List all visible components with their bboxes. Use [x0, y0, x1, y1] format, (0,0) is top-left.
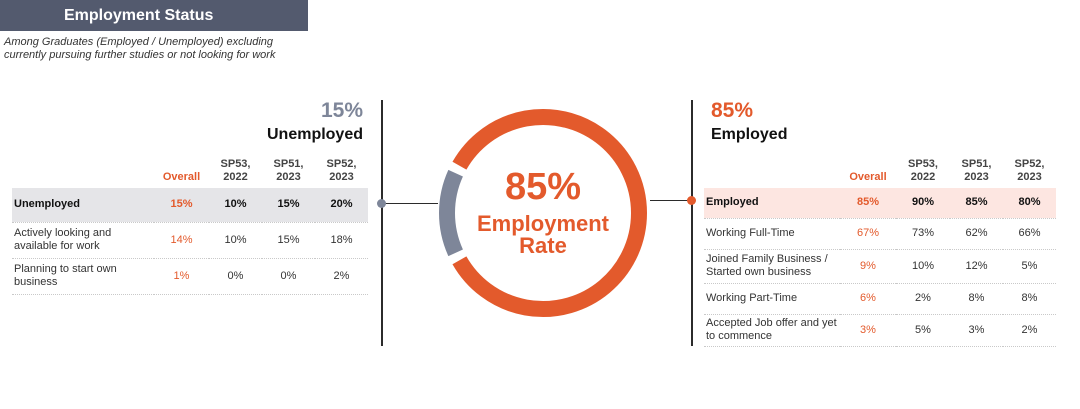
- employed-percentage: 85%: [711, 99, 754, 122]
- cell-sp52-2023: 2%: [315, 258, 368, 295]
- cell-overall: 9%: [840, 249, 896, 284]
- cell-overall: 85%: [840, 188, 896, 219]
- unemployed-table: Overall SP53, 2022 SP51, 2023 SP52, 2023…: [12, 157, 368, 295]
- unemployed-percentage: 15%: [320, 99, 363, 122]
- table-row: Unemployed 15% 10% 15% 20%: [12, 188, 368, 223]
- left-connector-dot: [377, 199, 386, 208]
- cell-sp51-2023: 0%: [262, 258, 315, 295]
- cell-sp53-2022: 0%: [209, 258, 262, 295]
- donut-center-label-line-2: Rate: [519, 233, 567, 258]
- row-label: Joined Family Business / Started own bus…: [704, 249, 840, 284]
- cell-sp53-2022: 10%: [209, 188, 262, 223]
- page-title: Employment Status: [0, 0, 308, 31]
- col-header-overall: Overall: [849, 171, 887, 183]
- cell-sp52-2023: 18%: [315, 222, 368, 259]
- table-row: Actively looking and available for work …: [12, 222, 368, 259]
- donut-center-label-line-1: Employment: [477, 211, 610, 236]
- table-header-row-label: [12, 157, 154, 188]
- col-header-overall: Overall: [162, 171, 201, 183]
- cell-sp53-2022: 10%: [209, 222, 262, 259]
- cell-sp53-2022: 2%: [896, 283, 950, 315]
- cell-sp52-2023: 20%: [315, 188, 368, 223]
- col-header-sp52-2023: SP52, 2023: [326, 158, 357, 183]
- unemployed-heading: Unemployed: [266, 126, 363, 143]
- row-label: Unemployed: [12, 188, 154, 223]
- page-subtitle: Among Graduates (Employed / Unemployed) …: [4, 36, 344, 62]
- col-header-sp52-2023: SP52, 2023: [1014, 158, 1045, 183]
- cell-sp53-2022: 5%: [896, 314, 950, 347]
- right-connector-dot: [687, 196, 696, 205]
- row-label: Planning to start own business: [12, 258, 154, 295]
- right-connector-line: [650, 200, 692, 201]
- table-row: Joined Family Business / Started own bus…: [704, 249, 1056, 284]
- left-connector-line: [382, 203, 438, 204]
- donut-slice-unemployed: [439, 169, 464, 257]
- table-row: Planning to start own business 1% 0% 0% …: [12, 258, 368, 295]
- table-row: Employed 85% 90% 85% 80%: [704, 188, 1056, 219]
- col-header-sp53-2022: SP53, 2022: [908, 158, 938, 183]
- cell-sp52-2023: 66%: [1003, 218, 1056, 250]
- row-label: Actively looking and available for work: [12, 222, 154, 259]
- table-row: Working Part-Time 6% 2% 8% 8%: [704, 283, 1056, 315]
- cell-sp51-2023: 62%: [950, 218, 1003, 250]
- cell-overall: 3%: [840, 314, 896, 347]
- employed-heading: Employed: [711, 126, 788, 143]
- cell-sp52-2023: 80%: [1003, 188, 1056, 219]
- donut-center-value: 85%: [505, 166, 581, 208]
- cell-overall: 15%: [154, 188, 209, 223]
- cell-sp51-2023: 3%: [950, 314, 1003, 347]
- cell-overall: 6%: [840, 283, 896, 315]
- cell-overall: 67%: [840, 218, 896, 250]
- col-header-sp51-2023: SP51, 2023: [961, 158, 992, 183]
- row-label: Working Part-Time: [704, 283, 840, 315]
- subtitle-line-2: currently pursuing further studies or no…: [4, 49, 276, 61]
- cell-sp52-2023: 5%: [1003, 249, 1056, 284]
- cell-sp51-2023: 12%: [950, 249, 1003, 284]
- cell-sp51-2023: 8%: [950, 283, 1003, 315]
- subtitle-line-1: Among Graduates (Employed / Unemployed) …: [4, 36, 274, 48]
- row-label: Accepted Job offer and yet to commence: [704, 314, 840, 347]
- cell-overall: 14%: [154, 222, 209, 259]
- cell-sp53-2022: 73%: [896, 218, 950, 250]
- table-row: Working Full-Time 67% 73% 62% 66%: [704, 218, 1056, 250]
- row-label: Working Full-Time: [704, 218, 840, 250]
- donut-slices: [439, 109, 647, 317]
- cell-sp53-2022: 90%: [896, 188, 950, 219]
- col-header-sp51-2023: SP51, 2023: [273, 158, 304, 183]
- col-header-sp53-2022: SP53, 2022: [220, 158, 251, 183]
- cell-sp51-2023: 85%: [950, 188, 1003, 219]
- table-row: Accepted Job offer and yet to commence 3…: [704, 314, 1056, 347]
- cell-overall: 1%: [154, 258, 209, 295]
- cell-sp51-2023: 15%: [262, 222, 315, 259]
- cell-sp53-2022: 10%: [896, 249, 950, 284]
- right-divider-line: [691, 100, 693, 346]
- employed-table: Overall SP53, 2022 SP51, 2023 SP52, 2023…: [704, 157, 1056, 347]
- cell-sp51-2023: 15%: [262, 188, 315, 223]
- table-header-row-label: [704, 157, 840, 188]
- employment-donut-chart: 85% Employment Rate: [439, 109, 647, 317]
- donut-slice-employed: [452, 109, 647, 317]
- left-divider-line: [381, 100, 383, 346]
- cell-sp52-2023: 2%: [1003, 314, 1056, 347]
- cell-sp52-2023: 8%: [1003, 283, 1056, 315]
- row-label: Employed: [704, 188, 840, 219]
